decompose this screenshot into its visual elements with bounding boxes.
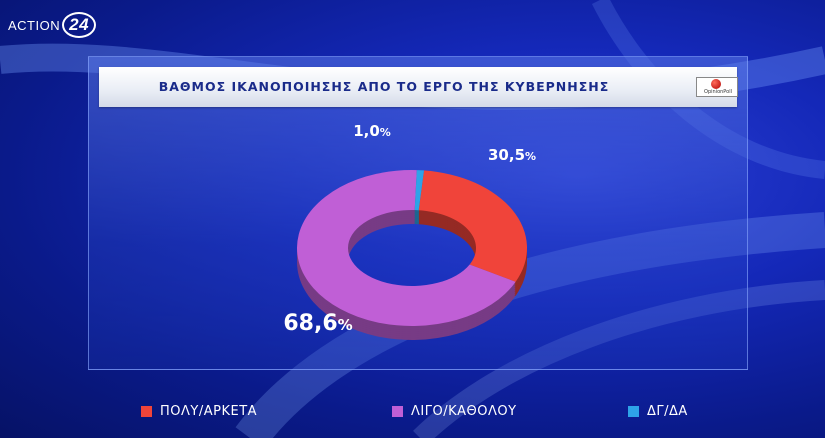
legend-item-1: ΛΙΓΟ/ΚΑΘΟΛΟΥ: [392, 396, 517, 426]
chart-title: ΒΑΘΜΟΣ ΙΚΑΝΟΠΟΙΗΣΗΣ ΑΠΟ ΤΟ ΕΡΓΟ ΤΗΣ ΚΥΒΕ…: [158, 79, 610, 94]
legend-label: ΔΓ/ΔΑ: [647, 403, 688, 419]
channel-logo: ACTION 24: [8, 12, 97, 38]
slice-πολυ-αρκετα: [418, 170, 527, 282]
legend-label: ΠΟΛΥ/ΑΡΚΕΤΑ: [160, 403, 258, 419]
pollster-logo: OpinionPoll: [696, 77, 738, 97]
slice-λιγο-καθολου: [296, 170, 516, 326]
legend-swatch: [141, 405, 152, 417]
pollster-ball-icon: [711, 79, 721, 89]
data-label-0: 30,5%: [488, 146, 536, 164]
legend-item-2: ΔΓ/ΔΑ: [628, 396, 688, 426]
data-label-2: 1,0%: [353, 122, 391, 140]
legend-label: ΛΙΓΟ/ΚΑΘΟΛΟΥ: [411, 403, 517, 419]
legend-item-0: ΠΟΛΥ/ΑΡΚΕΤΑ: [141, 396, 257, 426]
legend-swatch: [392, 405, 403, 417]
title-bar: ΒΑΘΜΟΣ ΙΚΑΝΟΠΟΙΗΣΗΣ ΑΠΟ ΤΟ ΕΡΓΟ ΤΗΣ ΚΥΒΕ…: [99, 67, 738, 107]
data-label-1: 68,6%: [283, 311, 352, 336]
channel-number: 24: [62, 12, 97, 38]
pollster-name: OpinionPoll: [704, 89, 732, 95]
channel-brand: ACTION: [8, 17, 61, 33]
legend-swatch: [628, 405, 639, 417]
slice-δγ-δα: [414, 170, 425, 211]
chart-legend: ΠΟΛΥ/ΑΡΚΕΤΑ ΛΙΓΟ/ΚΑΘΟΛΟΥ ΔΓ/ΔΑ: [0, 396, 825, 426]
